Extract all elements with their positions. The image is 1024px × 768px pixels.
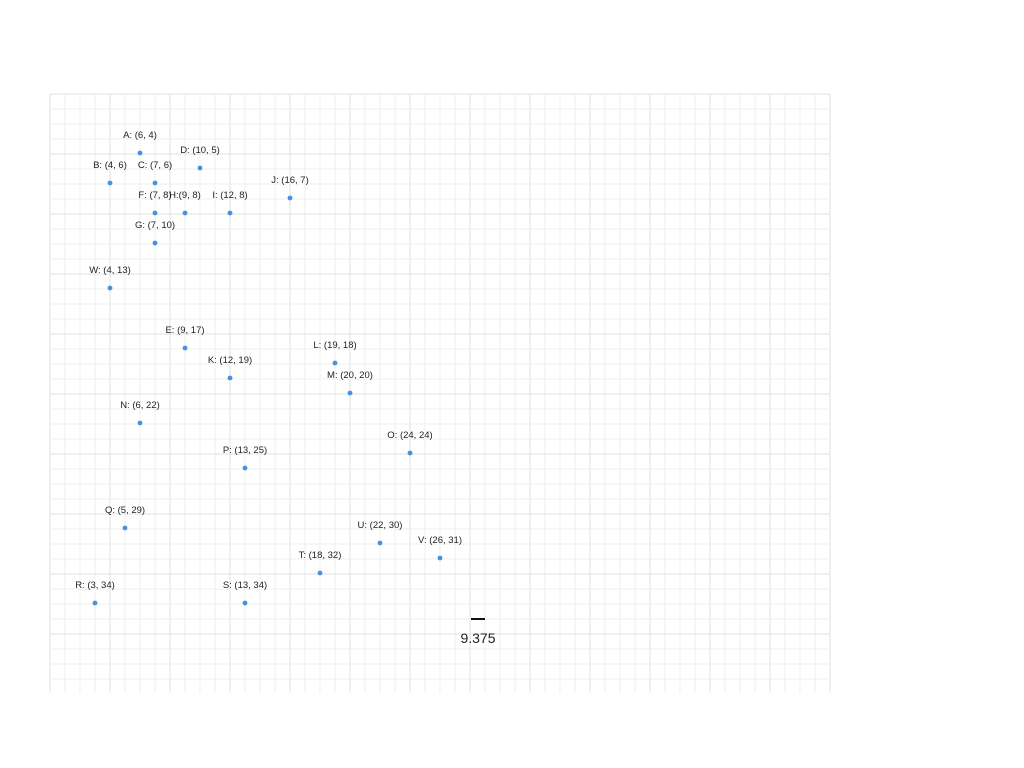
point-w: W: (4, 13) bbox=[89, 265, 131, 291]
point-o: O: (24, 24) bbox=[387, 430, 433, 456]
points-layer: A: (6, 4) B: (4, 6) C: (7, 6) D: (10, 5) E: … bbox=[75, 130, 462, 606]
point-label: D: (10, 5) bbox=[180, 145, 220, 156]
point-marker bbox=[242, 465, 248, 471]
point-label: V: (26, 31) bbox=[418, 535, 462, 546]
point-label: T: (18, 32) bbox=[299, 550, 342, 561]
point-marker bbox=[137, 150, 143, 156]
point-marker bbox=[227, 375, 233, 381]
point-s: S: (13, 34) bbox=[223, 580, 267, 606]
point-label: C: (7, 6) bbox=[138, 160, 172, 171]
point-marker bbox=[317, 570, 323, 576]
point-label: G: (7, 10) bbox=[135, 220, 175, 231]
point-r: R: (3, 34) bbox=[75, 580, 115, 606]
point-label: I: (12, 8) bbox=[212, 190, 247, 201]
point-marker bbox=[137, 420, 143, 426]
point-label: L: (19, 18) bbox=[313, 340, 356, 351]
scale-bar-label: 9.375 bbox=[460, 630, 495, 646]
point-g: G: (7, 10) bbox=[135, 220, 175, 246]
point-label: W: (4, 13) bbox=[89, 265, 131, 276]
point-label: J: (16, 7) bbox=[271, 175, 309, 186]
point-label: U: (22, 30) bbox=[358, 520, 403, 531]
point-p: P: (13, 25) bbox=[223, 445, 267, 471]
point-i: I: (12, 8) bbox=[212, 190, 248, 216]
point-t: T: (18, 32) bbox=[299, 550, 342, 576]
point-marker bbox=[182, 210, 188, 216]
point-h: H:(9, 8) bbox=[169, 190, 201, 216]
point-marker bbox=[437, 555, 443, 561]
point-d: D: (10, 5) bbox=[180, 145, 220, 171]
point-label: N: (6, 22) bbox=[120, 400, 160, 411]
point-marker bbox=[107, 180, 113, 186]
point-marker bbox=[152, 240, 158, 246]
point-label: S: (13, 34) bbox=[223, 580, 267, 591]
point-marker bbox=[377, 540, 383, 546]
point-marker bbox=[347, 390, 353, 396]
point-label: K: (12, 19) bbox=[208, 355, 252, 366]
point-m: M: (20, 20) bbox=[327, 370, 373, 396]
point-j: J: (16, 7) bbox=[271, 175, 309, 201]
point-f: F: (7, 8) bbox=[138, 190, 172, 216]
scale-bar-group: 9.375 bbox=[460, 618, 496, 646]
grid bbox=[49, 93, 831, 693]
point-label: P: (13, 25) bbox=[223, 445, 267, 456]
point-a: A: (6, 4) bbox=[123, 130, 157, 156]
point-n: N: (6, 22) bbox=[120, 400, 160, 426]
point-marker bbox=[152, 210, 158, 216]
point-label: M: (20, 20) bbox=[327, 370, 373, 381]
point-u: U: (22, 30) bbox=[358, 520, 403, 546]
point-label: F: (7, 8) bbox=[138, 190, 171, 201]
point-marker bbox=[332, 360, 338, 366]
point-marker bbox=[122, 525, 128, 531]
point-marker bbox=[92, 600, 98, 606]
point-marker bbox=[197, 165, 203, 171]
point-marker bbox=[287, 195, 293, 201]
point-label: A: (6, 4) bbox=[123, 130, 157, 141]
point-k: K: (12, 19) bbox=[208, 355, 252, 381]
point-label: O: (24, 24) bbox=[387, 430, 432, 441]
point-l: L: (19, 18) bbox=[313, 340, 357, 366]
point-marker bbox=[242, 600, 248, 606]
point-marker bbox=[227, 210, 233, 216]
point-label: Q: (5, 29) bbox=[105, 505, 145, 516]
point-label: H:(9, 8) bbox=[169, 190, 201, 201]
point-b: B: (4, 6) bbox=[93, 160, 127, 186]
point-marker bbox=[152, 180, 158, 186]
point-label: R: (3, 34) bbox=[75, 580, 115, 591]
point-marker bbox=[107, 285, 113, 291]
point-c: C: (7, 6) bbox=[138, 160, 172, 186]
point-q: Q: (5, 29) bbox=[105, 505, 145, 531]
point-marker bbox=[407, 450, 413, 456]
point-label: B: (4, 6) bbox=[93, 160, 127, 171]
point-e: E: (9, 17) bbox=[165, 325, 205, 351]
point-label: E: (9, 17) bbox=[165, 325, 204, 336]
point-marker bbox=[182, 345, 188, 351]
point-v: V: (26, 31) bbox=[418, 535, 462, 561]
